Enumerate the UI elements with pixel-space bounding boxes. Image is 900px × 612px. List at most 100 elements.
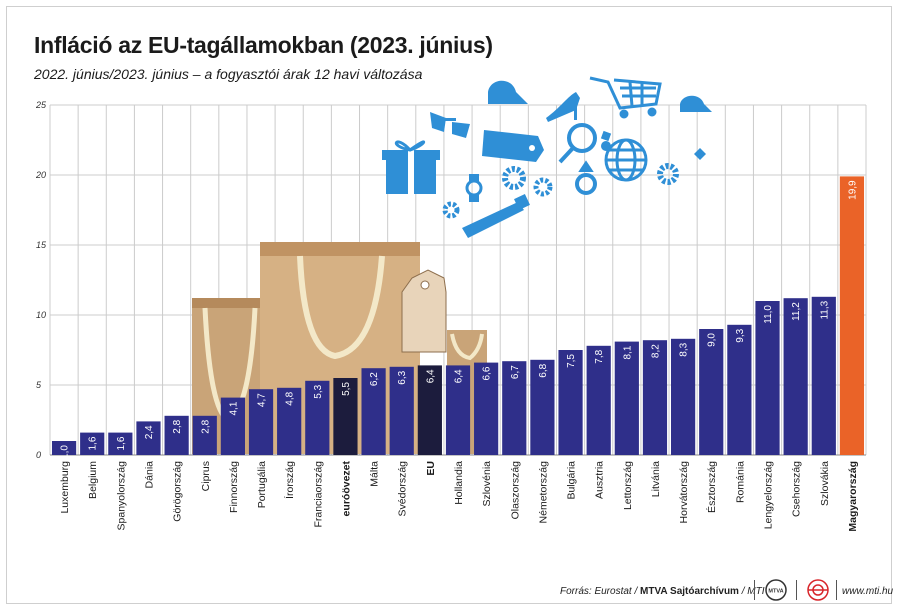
bar-6 — [220, 397, 245, 455]
value-label-24: 9,3 — [735, 328, 746, 342]
mtva-logo-icon: MTVA — [765, 579, 787, 601]
value-label-21: 8,2 — [650, 344, 661, 358]
bar-12 — [389, 366, 414, 455]
bar-2 — [108, 432, 133, 455]
category-label-17: Németország — [537, 461, 549, 524]
bar-23 — [699, 329, 724, 455]
value-label-2: 1,6 — [116, 436, 127, 450]
value-label-17: 6,8 — [538, 363, 549, 377]
source-suffix: / MTI — [738, 586, 765, 597]
category-label-5: Ciprus — [200, 461, 212, 491]
bar-15 — [474, 362, 499, 455]
value-label-25: 11,0 — [763, 305, 774, 324]
category-label-20: Lettország — [622, 461, 634, 510]
bar-4 — [164, 415, 189, 455]
category-label-16: Olaszország — [509, 461, 521, 520]
bag-left-rim — [192, 298, 300, 308]
value-label-20: 8,1 — [622, 345, 633, 359]
y-tick-label: 0 — [36, 450, 41, 460]
source-bold: MTVA Sajtóarchívum — [640, 586, 739, 597]
bar-1 — [80, 432, 105, 455]
value-label-26: 11,2 — [791, 302, 802, 321]
bar-11 — [361, 368, 386, 455]
gear-icon — [533, 177, 553, 197]
gift-icon — [382, 140, 440, 194]
category-label-13: EU — [425, 461, 437, 476]
bar-9 — [305, 380, 330, 455]
bar-5 — [192, 415, 217, 455]
category-label-3: Dánia — [143, 461, 155, 489]
y-tick-labels: 0 5 10 15 20 25 — [35, 100, 47, 460]
bag-tag-hole — [420, 280, 430, 290]
value-label-5: 2,8 — [200, 419, 211, 433]
bar-7 — [248, 389, 274, 455]
value-label-13: 6,4 — [425, 369, 436, 383]
value-label-28: 19,9 — [847, 180, 858, 200]
footer-separator — [836, 580, 837, 600]
bar-25 — [755, 301, 780, 455]
category-label-7: Portugália — [256, 461, 268, 508]
y-tick-label: 20 — [35, 170, 46, 180]
globe-icon — [604, 138, 648, 182]
category-label-4: Görögország — [172, 461, 184, 522]
category-label-8: Írország — [283, 461, 296, 499]
bar-13 — [417, 365, 442, 455]
bar-20 — [614, 341, 639, 455]
pendant-icon — [694, 148, 706, 160]
high-heel-icon — [546, 92, 580, 122]
gear-icon — [502, 166, 526, 190]
category-label-12: Svédország — [397, 461, 409, 517]
category-label-9: Franciaország — [312, 461, 324, 528]
category-label-22: Horvátország — [678, 461, 690, 524]
pacifier-icon — [600, 130, 612, 151]
value-label-16: 6,7 — [510, 365, 521, 379]
footer-separator — [754, 580, 755, 600]
value-label-10: 5,5 — [341, 382, 352, 396]
bar-16 — [502, 361, 527, 455]
bar-14 — [445, 365, 471, 455]
bag-tag — [401, 269, 447, 353]
bar-17 — [530, 359, 555, 455]
value-label-18: 7,5 — [566, 354, 577, 368]
bar-27 — [811, 296, 836, 455]
bar-26 — [783, 298, 808, 455]
category-label-6: Finnország — [228, 461, 240, 513]
bar-18 — [558, 350, 583, 455]
category-label-27: Szlovákia — [819, 461, 831, 506]
category-label-26: Csehország — [791, 461, 803, 517]
value-label-7: 4,7 — [257, 393, 268, 407]
ring-icon — [575, 160, 597, 195]
category-label-1: Belgium — [87, 461, 99, 499]
category-label-23: Észtország — [705, 461, 718, 513]
bar-10 — [333, 378, 358, 455]
value-label-15: 6,6 — [482, 366, 493, 380]
bar-3 — [136, 421, 161, 455]
magnifier-icon — [558, 123, 597, 164]
value-label-27: 11,3 — [819, 300, 830, 319]
source-prefix: Forrás: Eurostat / — [560, 586, 641, 597]
y-tick-label: 10 — [36, 310, 46, 320]
value-label-8: 4,8 — [285, 391, 296, 405]
bag-right-handle — [450, 333, 484, 361]
value-label-4: 2,8 — [172, 419, 183, 433]
value-label-12: 6,3 — [397, 370, 408, 384]
value-label-19: 7,8 — [594, 349, 605, 363]
y-tick-label: 25 — [35, 100, 47, 110]
bar-22 — [671, 338, 696, 455]
category-label-0: Luxemburg — [59, 461, 71, 514]
gear-icon — [442, 201, 460, 219]
baseball-cap-icon — [680, 95, 712, 112]
category-label-25: Lengyelország — [763, 461, 775, 529]
website-link[interactable]: www.mti.hu — [842, 586, 894, 597]
category-label-19: Ausztria — [594, 461, 606, 499]
bar-28 — [839, 176, 865, 455]
tie-icon — [462, 194, 530, 238]
value-label-22: 8,3 — [679, 342, 690, 356]
category-labels: Luxemburg Belgium Spanyolország Dánia Görögo… — [59, 461, 859, 532]
y-tick-label: 5 — [36, 380, 42, 390]
chart-subtitle: 2022. június/2023. június – a fogyasztói… — [34, 66, 423, 82]
category-label-10: euróövezet — [340, 461, 352, 517]
category-label-15: Szlovénia — [481, 461, 493, 507]
bag-center-rim — [260, 242, 420, 256]
chart-title: Infláció az EU-tagállamokban (2023. júni… — [34, 32, 493, 58]
